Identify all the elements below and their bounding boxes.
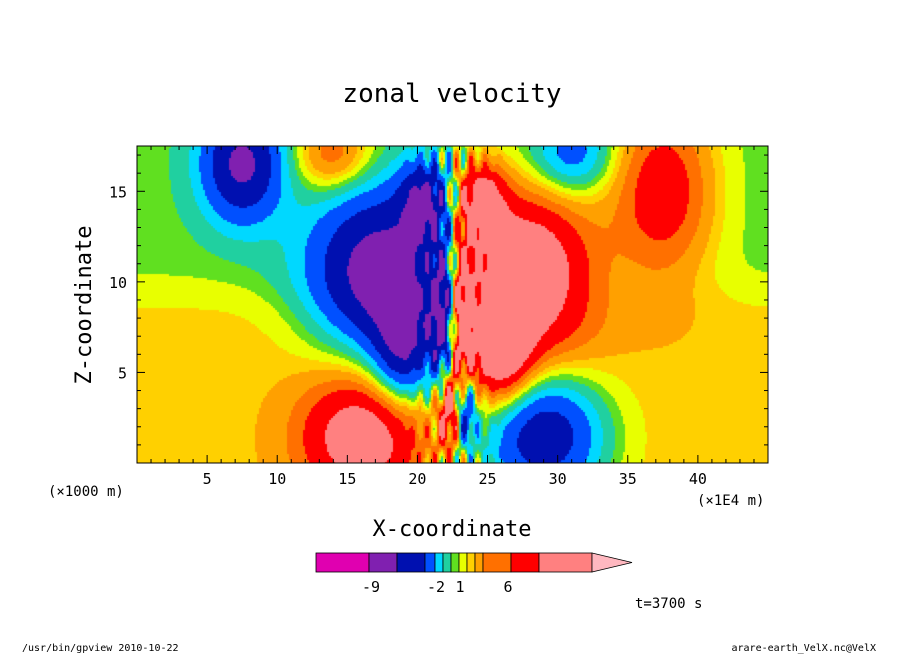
x-unit-right: (×1E4 m)	[697, 493, 764, 509]
colorbar-segment	[315, 552, 370, 573]
colorbar-label: -2	[427, 578, 445, 596]
x-tick-label: 20	[408, 470, 426, 488]
colorbar-label: -9	[362, 578, 380, 596]
x-tick-label: 35	[619, 470, 637, 488]
colorbar-label: 6	[503, 578, 512, 596]
x-tick-label: 25	[479, 470, 497, 488]
y-tick-label: 15	[109, 183, 127, 201]
x-tick-label: 10	[268, 470, 286, 488]
colorbar-segment	[450, 552, 460, 573]
colorbar-segment	[482, 552, 512, 573]
chart-title: zonal velocity	[342, 79, 561, 109]
colorbar-segment	[458, 552, 468, 573]
y-axis-title: Z-coordinate	[72, 226, 97, 385]
colorbar-extend-arrow	[591, 552, 633, 573]
colorbar-segment	[474, 552, 484, 573]
y-axis: 5 10 15	[109, 154, 768, 446]
colorbar-segment	[396, 552, 426, 573]
y-tick-label: 5	[118, 364, 127, 382]
colorbar-segment	[538, 552, 593, 573]
colorbar	[315, 552, 633, 573]
footer-left: /usr/bin/gpview 2010-10-22	[22, 643, 179, 654]
contour-field	[137, 146, 768, 463]
x-tick-label: 15	[338, 470, 356, 488]
x-axis-title: X-coordinate	[373, 517, 532, 542]
x-tick-label: 30	[549, 470, 567, 488]
plot-frame	[136, 145, 769, 464]
x-unit-left: (×1000 m)	[48, 484, 124, 500]
footer-right: arare-earth_VelX.nc@VelX	[732, 643, 877, 654]
x-tick-label: 40	[689, 470, 707, 488]
x-tick-label: 5	[203, 470, 212, 488]
colorbar-segment	[510, 552, 540, 573]
plot-area	[137, 146, 768, 463]
time-annotation: t=3700 s	[635, 596, 702, 612]
colorbar-segment	[434, 552, 444, 573]
y-tick-label: 10	[109, 274, 127, 292]
colorbar-segment	[424, 552, 436, 573]
colorbar-label: 1	[455, 578, 464, 596]
colorbar-segment	[466, 552, 476, 573]
colorbar-segment	[368, 552, 398, 573]
x-axis: 5 10 15 20 25 30 35 40	[150, 146, 755, 488]
colorbar-segment	[442, 552, 452, 573]
colorbar-labels: -9 -2 1 6	[362, 578, 513, 596]
